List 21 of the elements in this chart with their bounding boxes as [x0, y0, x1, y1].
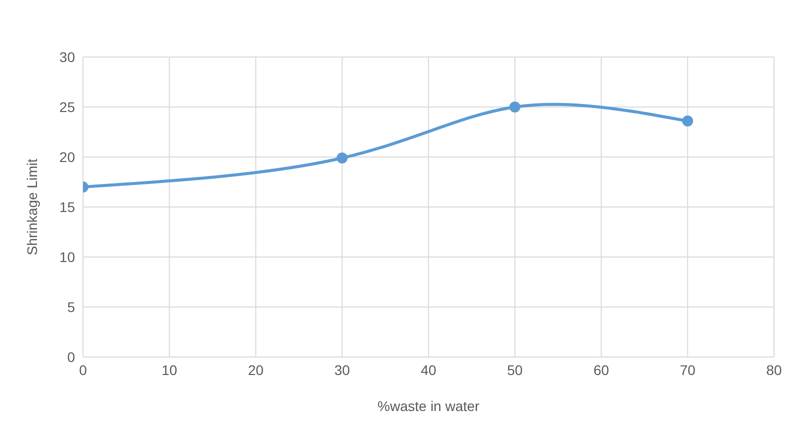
x-tick-label: 30 [334, 362, 350, 378]
y-tick-label: 15 [59, 198, 76, 215]
point [682, 116, 694, 126]
x-tick-label: 50 [507, 362, 523, 378]
x-tick-label: 0 [79, 362, 88, 378]
x-tick-label: 70 [680, 362, 696, 378]
point [336, 152, 348, 164]
y-tick-label: 20 [59, 148, 76, 165]
x-tick-label: 40 [420, 362, 436, 378]
y-axis-title: Shrinkage Limit [24, 158, 40, 256]
y-tick-label: 10 [59, 248, 76, 265]
y-tick-label: 5 [67, 298, 76, 315]
x-axis-title: %waste in water [378, 398, 480, 414]
y-tick-label: 30 [59, 48, 76, 65]
x-tick-label: 20 [248, 362, 264, 378]
x-tick-label: 60 [593, 362, 610, 378]
y-tick-label: 0 [67, 348, 76, 365]
x-tick-label: 10 [162, 362, 178, 378]
x-tick-label: 80 [766, 362, 782, 378]
y-tick-label: 25 [59, 98, 76, 115]
point [509, 102, 520, 112]
